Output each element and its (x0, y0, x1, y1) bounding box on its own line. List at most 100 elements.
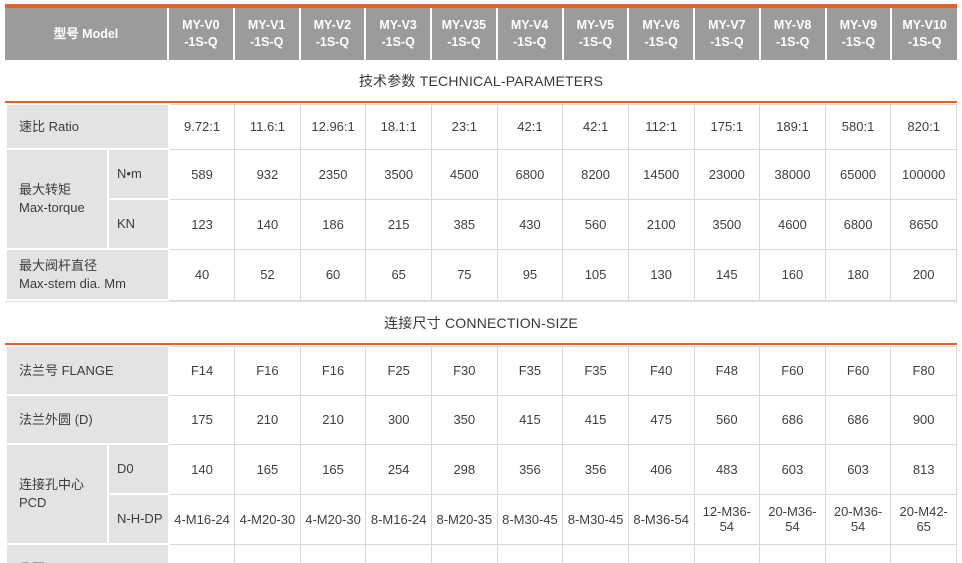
model-header-table: 型号 Model MY-V0 -1S-Q MY-V1 -1S-Q MY-V2 -1S… (5, 8, 957, 60)
max-torque-nm-row: 最大转矩 Max-torque N•m 589 932 2350 3500 4500 68… (5, 148, 957, 250)
model-header-cell: MY-V4 -1S-Q (495, 8, 563, 60)
pcd-nhdp-value-cell: 8-M30-45 (562, 493, 629, 545)
stem-dia-value-cell: 52 (234, 248, 301, 301)
ratio-value-cell: 18.1:1 (365, 103, 432, 150)
ratio-value-cell: 23:1 (431, 103, 498, 150)
torque-unit-nm-label: N•m (107, 148, 170, 200)
pcd-d0-value-cell: 603 (759, 443, 826, 495)
convex-row-label: 凸面 Convex (D1×h) (5, 543, 170, 563)
max-torque-row-label: 最大转矩 Max-torque (5, 148, 109, 250)
pcd-nhdp-value-cell: 20-M36-54 (759, 493, 826, 545)
model-header-cell: MY-V5 -1S-Q (561, 8, 629, 60)
pcd-d0-value-cell: 254 (365, 443, 432, 495)
flange-od-value-cell: 175 (168, 394, 236, 445)
ratio-row: 速比 Ratio 9.72:1 11.6:1 12.96:1 18.1:1 23:1 42… (5, 103, 957, 150)
model-header-cell: MY-V0 -1S-Q (167, 8, 234, 60)
ratio-value-cell: 580:1 (824, 103, 892, 150)
pcd-d0-value-cell: 140 (168, 443, 236, 495)
ratio-value-cell: 42:1 (562, 103, 629, 150)
pcd-nhdp-value-cell: 4-M20-30 (234, 493, 301, 545)
torque-kn-value-cell: 140 (234, 198, 301, 250)
convex-row: 凸面 Convex (D1×h) 100×4130×5130×5200×5230… (5, 543, 957, 563)
torque-nm-value-cell: 8200 (562, 148, 629, 200)
flange-od-value-cell: 415 (562, 394, 629, 445)
torque-kn-value-cell: 2100 (627, 198, 695, 250)
pcd-nhdp-value-cell: 4-M16-24 (168, 493, 236, 545)
flange-od-value-cell: 560 (693, 394, 761, 445)
model-column-label: 型号 Model (5, 8, 168, 60)
convex-value-cell: 370×8 (693, 543, 761, 563)
torque-nm-value-cell: 3500 (365, 148, 432, 200)
torque-kn-value-cell: 560 (562, 198, 629, 250)
pcd-row-label: 连接孔中心 PCD (5, 443, 109, 545)
model-header-cell: MY-V1 -1S-Q (232, 8, 300, 60)
convex-value-cell: 130×5 (299, 543, 367, 563)
pcd-nhdp-value-cell: 8-M30-45 (496, 493, 564, 545)
ratio-value-cell: 12.96:1 (299, 103, 367, 150)
model-header-cell: MY-V8 -1S-Q (758, 8, 826, 60)
technical-parameters-title: 技术参数 TECHNICAL-PARAMETERS (358, 73, 604, 89)
torque-nm-value-cell: 38000 (759, 148, 826, 200)
convex-value-cell: 200×5 (365, 543, 432, 563)
flange-od-value-cell: 350 (431, 394, 498, 445)
flange-od-value-cell: 686 (824, 394, 892, 445)
stem-dia-value-cell: 160 (759, 248, 826, 301)
stem-dia-value-cell: 105 (562, 248, 629, 301)
stem-dia-value-cell: 145 (693, 248, 761, 301)
torque-nm-value-cell: 589 (168, 148, 236, 200)
stem-dia-value-cell: 65 (365, 248, 432, 301)
flange-value-cell: F35 (562, 345, 629, 396)
pcd-nhdp-value-cell: 8-M16-24 (365, 493, 432, 545)
flange-row: 法兰号 FLANGE F14 F16 F16 F25 F30 F35 F35 F40 F48 F6… (5, 345, 957, 396)
ratio-value-cell: 42:1 (496, 103, 564, 150)
pcd-nhdp-label: N-H-DP (107, 493, 170, 545)
pcd-d0-value-cell: 356 (562, 443, 629, 495)
technical-parameters-section: 速比 Ratio 9.72:1 11.6:1 12.96:1 18.1:1 23:1 42… (5, 101, 957, 302)
torque-nm-value-cell: 2350 (299, 148, 367, 200)
pcd-d0-value-cell: 356 (496, 443, 564, 495)
flange-value-cell: F40 (627, 345, 695, 396)
ratio-value-cell: 11.6:1 (234, 103, 301, 150)
model-header-section: 型号 Model MY-V0 -1S-Q MY-V1 -1S-Q MY-V2 -1S… (5, 4, 957, 60)
flange-od-value-cell: 415 (496, 394, 564, 445)
flange-value-cell: F16 (299, 345, 367, 396)
connection-size-table: 法兰号 FLANGE F14 F16 F16 F25 F30 F35 F35 F40 F48 F6… (5, 345, 957, 563)
stem-dia-value-cell: 200 (890, 248, 957, 301)
model-header-row: 型号 Model MY-V0 -1S-Q MY-V1 -1S-Q MY-V2 -1S… (5, 8, 957, 60)
flange-od-value-cell: 210 (299, 394, 367, 445)
flange-od-row-label: 法兰外圆 (D) (5, 394, 170, 445)
pcd-nhdp-value-cell: 4-M20-30 (299, 493, 367, 545)
connection-size-section: 法兰号 FLANGE F14 F16 F16 F25 F30 F35 F35 F40 F48 F6… (5, 343, 957, 563)
torque-kn-value-cell: 8650 (890, 198, 957, 250)
flange-value-cell: F14 (168, 345, 236, 396)
convex-value-cell: 230×5 (431, 543, 498, 563)
torque-nm-value-cell: 14500 (627, 148, 695, 200)
flange-od-value-cell: 475 (627, 394, 695, 445)
torque-nm-value-cell: 4500 (431, 148, 498, 200)
pcd-nhdp-value-cell: 12-M36-54 (693, 493, 761, 545)
pcd-d0-value-cell: 483 (693, 443, 761, 495)
convex-value-cell: 260×5 (496, 543, 564, 563)
flange-value-cell: F35 (496, 345, 564, 396)
torque-kn-value-cell: 6800 (824, 198, 892, 250)
pcd-nhdp-value-cell: 20-M42-65 (890, 493, 957, 545)
technical-parameters-table: 速比 Ratio 9.72:1 11.6:1 12.96:1 18.1:1 23:1 42… (5, 103, 957, 301)
convex-value-cell: 470×8 (759, 543, 826, 563)
torque-kn-value-cell: 123 (168, 198, 236, 250)
pcd-nhdp-value-cell: 8-M36-54 (627, 493, 695, 545)
stem-dia-value-cell: 75 (431, 248, 498, 301)
flange-od-row: 法兰外圆 (D) 175 210 210 300 350 415 415 475 560 686 6… (5, 394, 957, 445)
flange-value-cell: F30 (431, 345, 498, 396)
torque-kn-value-cell: 4600 (759, 198, 826, 250)
ratio-value-cell: 820:1 (890, 103, 957, 150)
ratio-value-cell: 175:1 (693, 103, 761, 150)
flange-od-value-cell: 210 (234, 394, 301, 445)
model-header-cell: MY-V7 -1S-Q (693, 8, 760, 60)
flange-value-cell: F60 (759, 345, 826, 396)
torque-nm-value-cell: 23000 (693, 148, 761, 200)
pcd-d0-row: 连接孔中心 PCD D0 140 165 165 254 298 356 356 406 483… (5, 443, 957, 545)
pcd-nhdp-row: N-H-DP 4-M16-24 4-M20-30 4-M20-30 8-M16-24 8… (6, 493, 957, 545)
torque-unit-kn-label: KN (107, 198, 170, 250)
pcd-d0-value-cell: 165 (234, 443, 301, 495)
